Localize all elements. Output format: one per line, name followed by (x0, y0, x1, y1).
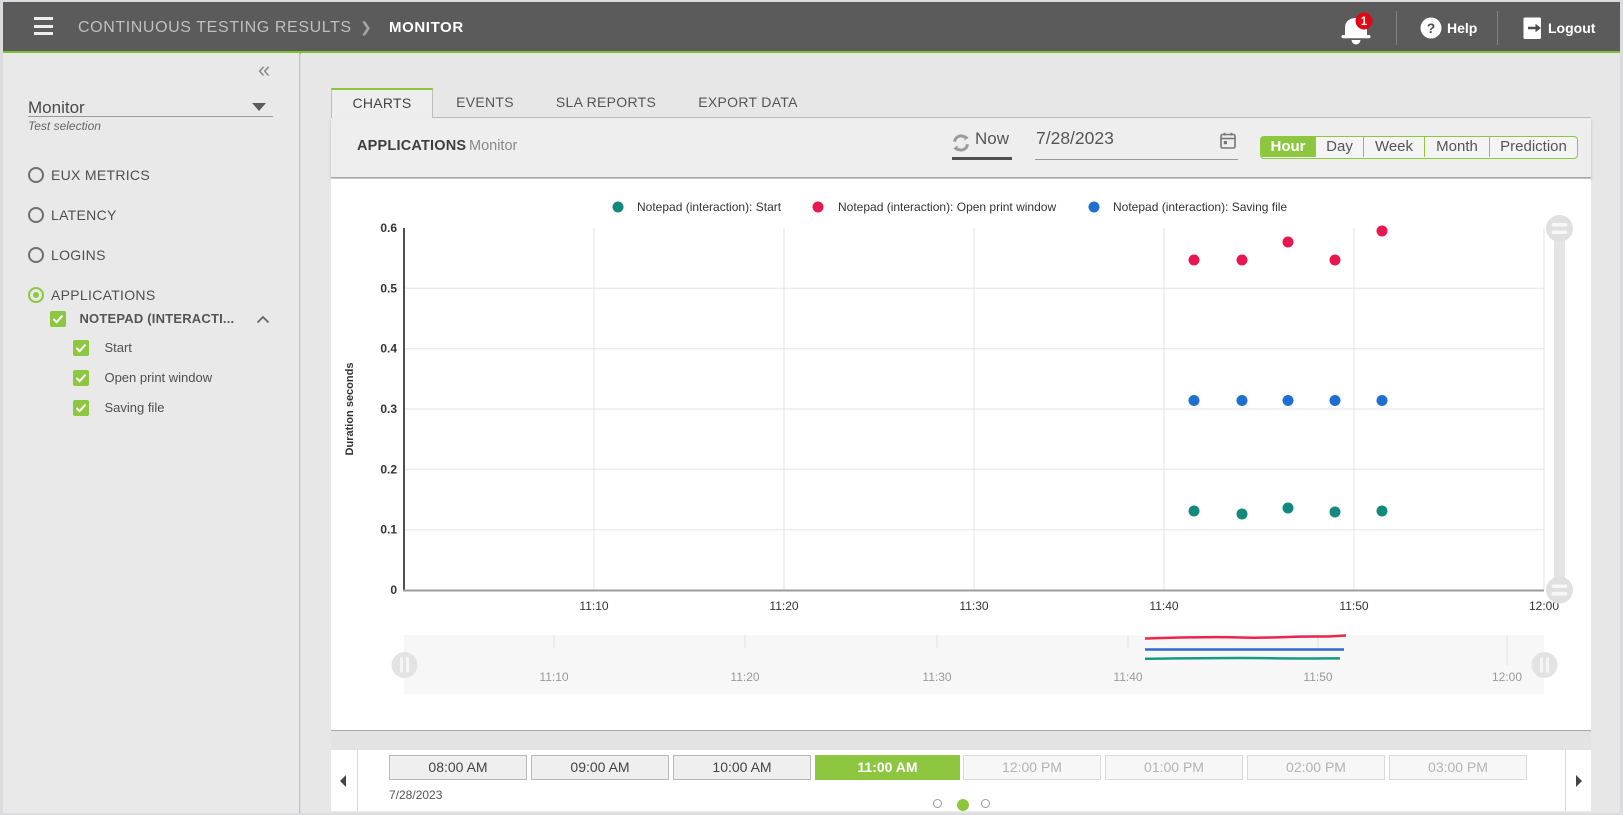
svg-text:11:10: 11:10 (539, 670, 568, 684)
svg-text:Notepad (interaction): Saving: Notepad (interaction): Saving file (1113, 200, 1287, 214)
svg-text:1: 1 (1361, 16, 1368, 28)
svg-text:0: 0 (390, 583, 397, 597)
svg-text:11:40: 11:40 (1113, 670, 1142, 684)
svg-text:Notepad (interaction): Open pr: Notepad (interaction): Open print window (838, 200, 1056, 214)
svg-text:12:00: 12:00 (1529, 599, 1559, 613)
svg-text:12:00: 12:00 (1492, 670, 1522, 684)
svg-text:11:10: 11:10 (579, 599, 608, 613)
svg-text:0.6: 0.6 (380, 221, 397, 235)
svg-text:0.1: 0.1 (380, 523, 397, 537)
svg-text:11:30: 11:30 (922, 670, 951, 684)
svg-text:?: ? (1427, 20, 1436, 36)
svg-text:0.4: 0.4 (380, 342, 397, 356)
svg-text:Notepad (interaction): Start: Notepad (interaction): Start (637, 200, 782, 214)
svg-text:0.2: 0.2 (380, 462, 397, 476)
svg-text:11:50: 11:50 (1303, 670, 1332, 684)
svg-text:11:20: 11:20 (769, 599, 798, 613)
svg-text:0.5: 0.5 (380, 281, 397, 295)
svg-text:Duration seconds: Duration seconds (344, 363, 356, 456)
svg-text:11:20: 11:20 (730, 670, 759, 684)
svg-text:11:50: 11:50 (1339, 599, 1368, 613)
svg-text:11:40: 11:40 (1149, 599, 1178, 613)
svg-text:11:30: 11:30 (959, 599, 988, 613)
svg-text:0.3: 0.3 (380, 402, 397, 416)
